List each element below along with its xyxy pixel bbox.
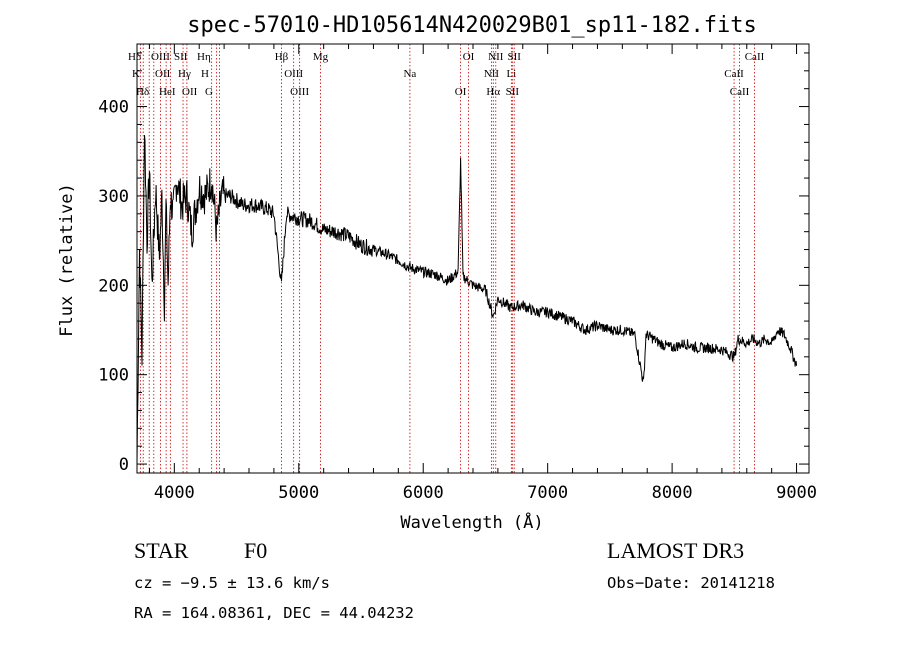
subclass: F0 <box>244 538 268 563</box>
object-type: STAR <box>134 538 189 563</box>
y-axis-label: Flux (relative) <box>57 183 77 337</box>
line-label-14: CaII <box>730 86 750 98</box>
line-label-7: NII <box>484 68 500 80</box>
line-label-3: Mg <box>313 51 329 63</box>
y-tick-label-0: 0 <box>119 455 129 475</box>
line-label-8: Hα <box>486 86 500 98</box>
line-label-11: SII <box>506 86 520 98</box>
redshift-cz: cz = −9.5 ± 13.6 km/s <box>134 574 330 592</box>
x-tick-label-1: 5000 <box>278 483 319 503</box>
spectrum-series <box>136 135 798 465</box>
line-label-13: CaII <box>724 68 744 80</box>
blue-line-label-5: HeI <box>159 86 176 98</box>
coordinates: RA = 164.08361, DEC = 44.04232 <box>134 604 414 622</box>
spectral-line-markers: HβOIIIOIIIMgNaOIOINIIHαNIILiSIISIICaIICa… <box>128 44 765 473</box>
line-label-2: OIII <box>290 86 309 98</box>
blue-line-label-2: Hδ <box>136 86 149 98</box>
y-tick-label-4: 400 <box>98 98 129 118</box>
blue-line-label-7: Hγ <box>178 68 191 80</box>
blue-line-label-1: K <box>132 68 140 80</box>
obs-date: Obs−Date: 20141218 <box>607 574 775 592</box>
axes: 4000 5000 6000 7000 8000 9000 0 100 200 300 400 <box>98 44 817 503</box>
plot-frame <box>136 43 810 474</box>
blue-line-label-9: Hη <box>197 51 211 63</box>
line-label-15: CaII <box>745 51 765 63</box>
x-tick-label-5: 9000 <box>776 483 817 503</box>
y-tick-label-3: 300 <box>98 187 129 207</box>
blue-line-label-3: OIII <box>151 51 170 63</box>
survey-label: LAMOST DR3 <box>607 538 745 563</box>
chart-title: spec-57010-HD105614N420029B01_sp11-182.f… <box>187 13 757 38</box>
y-tick-label-2: 200 <box>98 276 129 296</box>
blue-line-label-10: H <box>201 68 209 80</box>
line-label-6: OI <box>463 51 475 63</box>
line-label-0: Hβ <box>275 51 289 63</box>
x-tick-label-3: 7000 <box>527 483 568 503</box>
line-label-1: OIII <box>284 68 303 80</box>
line-label-4: Na <box>403 68 416 80</box>
x-axis-label: Wavelength (Å) <box>400 511 543 533</box>
blue-line-label-11: G <box>205 86 213 98</box>
blue-line-label-0: Hδ <box>128 51 141 63</box>
x-tick-label-4: 8000 <box>652 483 693 503</box>
line-label-5: OI <box>455 86 467 98</box>
line-label-9: NII <box>488 51 504 63</box>
line-label-10: Li <box>506 68 516 80</box>
x-tick-label-0: 4000 <box>154 483 195 503</box>
line-label-12: SII <box>507 51 521 63</box>
blue-line-label-6: SII <box>174 51 188 63</box>
series-line-0 <box>136 135 798 465</box>
blue-line-label-4: OII <box>155 68 171 80</box>
x-tick-label-2: 6000 <box>403 483 444 503</box>
y-tick-label-1: 100 <box>98 366 129 386</box>
blue-line-label-8: OII <box>182 86 198 98</box>
